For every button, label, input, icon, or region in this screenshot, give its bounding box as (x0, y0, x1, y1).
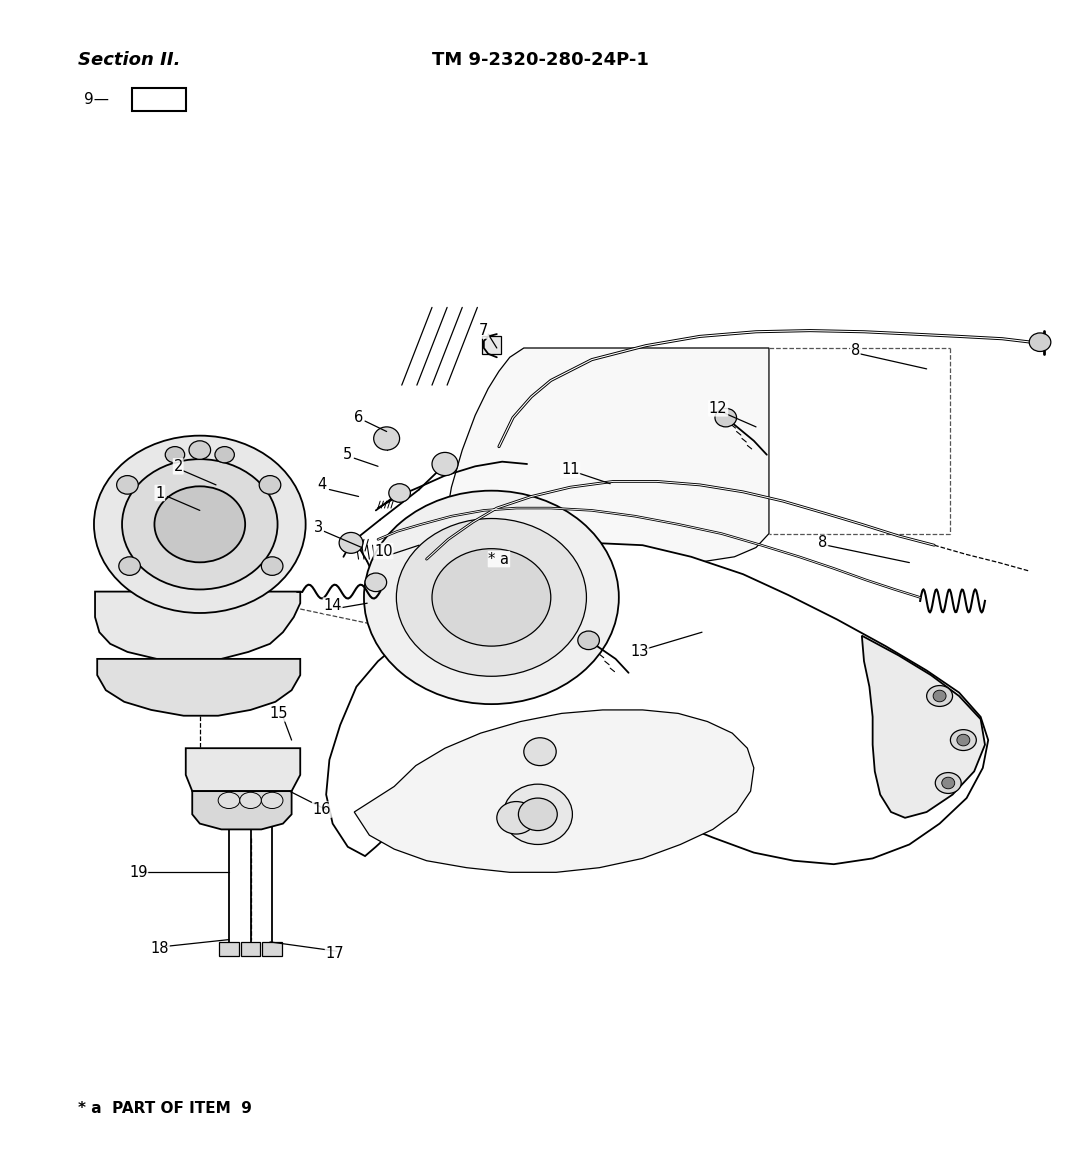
Bar (241, 942, 260, 956)
Ellipse shape (432, 549, 551, 646)
Ellipse shape (339, 532, 363, 553)
Bar (482, 336, 501, 354)
Ellipse shape (503, 784, 572, 844)
Text: * a: * a (488, 552, 510, 566)
Ellipse shape (432, 452, 458, 476)
Text: 10: 10 (149, 93, 168, 107)
Polygon shape (354, 710, 754, 872)
Polygon shape (862, 636, 985, 818)
Ellipse shape (122, 459, 278, 589)
Ellipse shape (518, 798, 557, 831)
Ellipse shape (1029, 333, 1051, 351)
Ellipse shape (154, 486, 245, 563)
Ellipse shape (215, 447, 234, 463)
Ellipse shape (261, 792, 283, 809)
Text: 6: 6 (354, 411, 363, 425)
Ellipse shape (715, 408, 737, 427)
Polygon shape (99, 449, 294, 597)
Ellipse shape (933, 690, 946, 702)
Text: 11: 11 (561, 463, 580, 477)
Ellipse shape (94, 436, 306, 612)
Ellipse shape (374, 427, 400, 450)
Text: Section II.: Section II. (78, 51, 180, 70)
Text: 14: 14 (323, 599, 342, 612)
Text: 8: 8 (851, 343, 860, 357)
Text: 19: 19 (129, 865, 148, 879)
Polygon shape (441, 348, 769, 568)
Ellipse shape (165, 447, 185, 463)
Text: 17: 17 (325, 947, 345, 960)
Ellipse shape (950, 730, 976, 751)
Ellipse shape (497, 802, 536, 834)
Bar (219, 942, 239, 956)
Ellipse shape (259, 476, 281, 494)
Bar (262, 942, 282, 956)
Ellipse shape (396, 519, 586, 676)
Ellipse shape (389, 484, 410, 502)
Ellipse shape (189, 441, 211, 459)
Polygon shape (186, 748, 300, 791)
Text: 3: 3 (314, 521, 323, 535)
Text: 18: 18 (150, 942, 170, 956)
Text: * a  PART OF ITEM  9: * a PART OF ITEM 9 (78, 1101, 252, 1116)
Polygon shape (97, 659, 300, 716)
Polygon shape (326, 543, 988, 864)
Text: 5: 5 (343, 448, 352, 462)
Ellipse shape (935, 773, 961, 793)
Text: 9—: 9— (84, 93, 109, 107)
Text: 2: 2 (174, 459, 183, 473)
Ellipse shape (240, 792, 261, 809)
Text: TM 9-2320-280-24P-1: TM 9-2320-280-24P-1 (432, 51, 648, 70)
Ellipse shape (942, 777, 955, 789)
Ellipse shape (957, 734, 970, 746)
Ellipse shape (364, 491, 619, 704)
Ellipse shape (365, 573, 387, 592)
Ellipse shape (261, 557, 283, 575)
Text: 7: 7 (480, 324, 488, 338)
Ellipse shape (927, 686, 953, 706)
Ellipse shape (578, 631, 599, 650)
Text: 8: 8 (819, 536, 827, 550)
Ellipse shape (218, 792, 240, 809)
Text: 13: 13 (630, 645, 649, 659)
Polygon shape (95, 592, 300, 661)
Text: 10: 10 (374, 544, 393, 558)
Ellipse shape (119, 557, 140, 575)
FancyBboxPatch shape (132, 88, 186, 111)
Text: 15: 15 (269, 706, 288, 720)
Polygon shape (192, 791, 292, 829)
Text: 12: 12 (708, 401, 728, 415)
Text: 4: 4 (318, 478, 326, 492)
Text: 16: 16 (312, 803, 332, 817)
Text: 1: 1 (156, 486, 164, 500)
Ellipse shape (117, 476, 138, 494)
Ellipse shape (524, 738, 556, 766)
